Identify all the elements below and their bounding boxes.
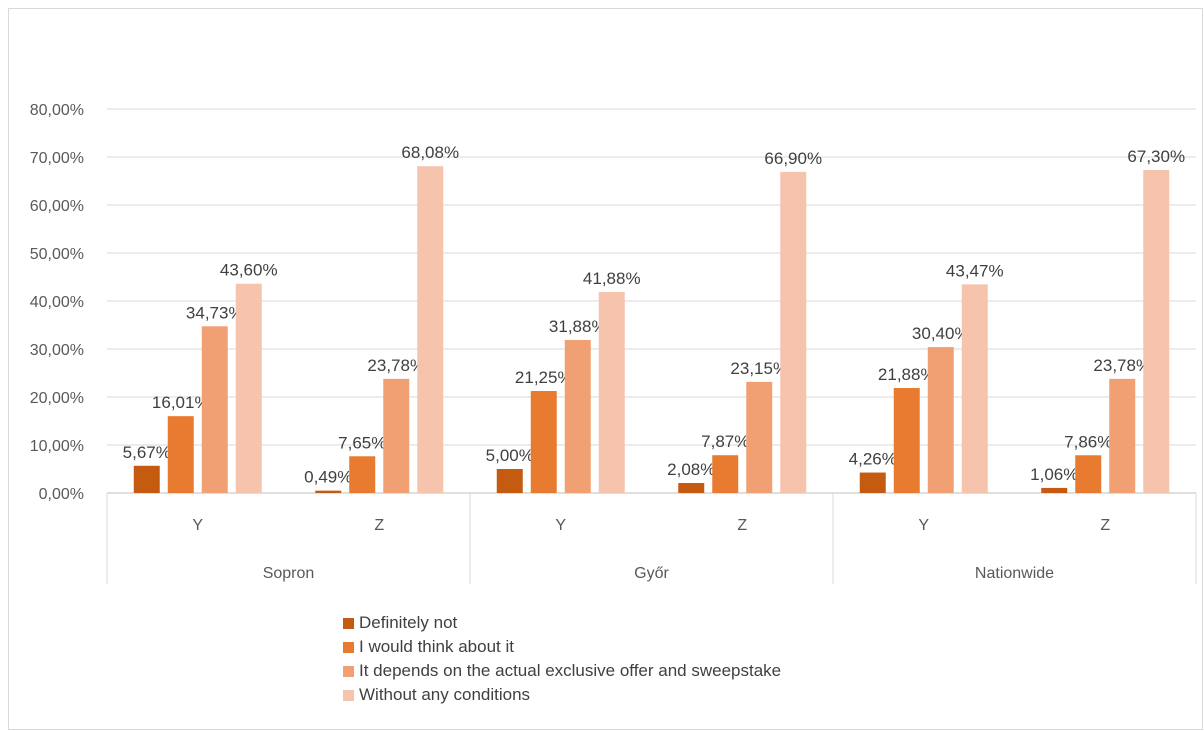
y-tick-label: 30,00% — [30, 342, 84, 359]
group-label: Sopron — [263, 565, 315, 582]
bar — [564, 339, 591, 493]
bar — [927, 347, 954, 493]
bar — [712, 455, 739, 493]
data-label: 41,88% — [583, 269, 641, 288]
legend-swatch — [343, 617, 354, 629]
legend-item: It depends on the actual exclusive offer… — [343, 659, 781, 683]
category-label: Y — [192, 517, 203, 534]
bar — [1109, 378, 1136, 493]
data-label: 21,88% — [878, 365, 936, 384]
chart-frame: 0,00% 10,00% 20,00% 30,00% 40,00% 50,00% 60,00… — [8, 8, 1203, 730]
data-label: 34,73% — [186, 303, 244, 322]
category-label: Z — [1100, 517, 1110, 534]
legend-swatch — [343, 665, 354, 677]
data-label: 21,25% — [515, 368, 573, 387]
bar — [746, 381, 773, 493]
data-label: 66,90% — [764, 149, 822, 168]
bar — [167, 416, 194, 493]
bar — [496, 469, 523, 493]
data-label: 68,08% — [401, 143, 459, 162]
legend-label: I would think about it — [359, 637, 514, 656]
data-label: 1,06% — [1030, 465, 1078, 484]
data-label: 23,15% — [730, 359, 788, 378]
bar — [1041, 487, 1068, 493]
bar — [133, 465, 160, 493]
legend-label: Definitely not — [359, 613, 458, 632]
category-label: Z — [374, 517, 384, 534]
bar — [201, 326, 228, 493]
y-tick-label: 70,00% — [30, 150, 84, 167]
bar — [530, 391, 557, 493]
bar — [780, 171, 807, 493]
bar — [598, 291, 625, 493]
legend-item: Without any conditions — [343, 683, 781, 707]
y-tick-label: 10,00% — [30, 438, 84, 455]
bar — [235, 283, 262, 493]
category-label: Y — [918, 517, 929, 534]
data-label: 23,78% — [367, 356, 425, 375]
legend-item: Definitely not — [343, 611, 781, 635]
data-label: 43,47% — [946, 261, 1004, 280]
bar — [349, 456, 376, 493]
group-label: Nationwide — [975, 565, 1054, 582]
bar — [859, 472, 886, 493]
bar — [417, 166, 444, 493]
legend-item: I would think about it — [343, 635, 781, 659]
data-label: 43,60% — [220, 261, 278, 280]
data-label: 7,86% — [1064, 432, 1112, 451]
data-label: 23,78% — [1093, 356, 1151, 375]
y-tick-label: 40,00% — [30, 294, 84, 311]
legend-swatch — [343, 641, 354, 653]
legend-label: It depends on the actual exclusive offer… — [359, 661, 782, 680]
y-tick-label: 0,00% — [39, 486, 84, 503]
data-label: 2,08% — [667, 460, 715, 479]
data-label: 0,49% — [304, 468, 352, 487]
data-label: 5,00% — [486, 446, 534, 465]
bar — [678, 483, 705, 493]
legend-swatch — [343, 689, 354, 701]
y-tick-label: 20,00% — [30, 390, 84, 407]
bar — [1075, 455, 1102, 493]
group-label: Győr — [634, 565, 669, 582]
legend: Definitely not I would think about it It d… — [343, 611, 781, 707]
bar — [961, 284, 988, 493]
data-label: 67,30% — [1127, 147, 1185, 166]
data-label: 4,26% — [849, 450, 897, 469]
data-label: 7,87% — [701, 432, 749, 451]
data-label: 7,65% — [338, 433, 386, 452]
bar — [383, 378, 410, 493]
bar — [1143, 169, 1170, 493]
bar-chart: 0,00% 10,00% 20,00% 30,00% 40,00% 50,00% 60,00… — [30, 102, 1197, 584]
legend-label: Without any conditions — [359, 685, 531, 704]
data-label: 16,01% — [152, 393, 210, 412]
bar — [893, 387, 920, 493]
data-label: 31,88% — [549, 317, 607, 336]
data-label: 5,67% — [123, 443, 171, 462]
y-tick-label: 80,00% — [30, 102, 84, 119]
category-label: Y — [555, 517, 566, 534]
category-label: Z — [737, 517, 747, 534]
data-label: 30,40% — [912, 324, 970, 343]
bar — [315, 490, 342, 493]
y-tick-label: 50,00% — [30, 246, 84, 263]
y-tick-label: 60,00% — [30, 198, 84, 215]
